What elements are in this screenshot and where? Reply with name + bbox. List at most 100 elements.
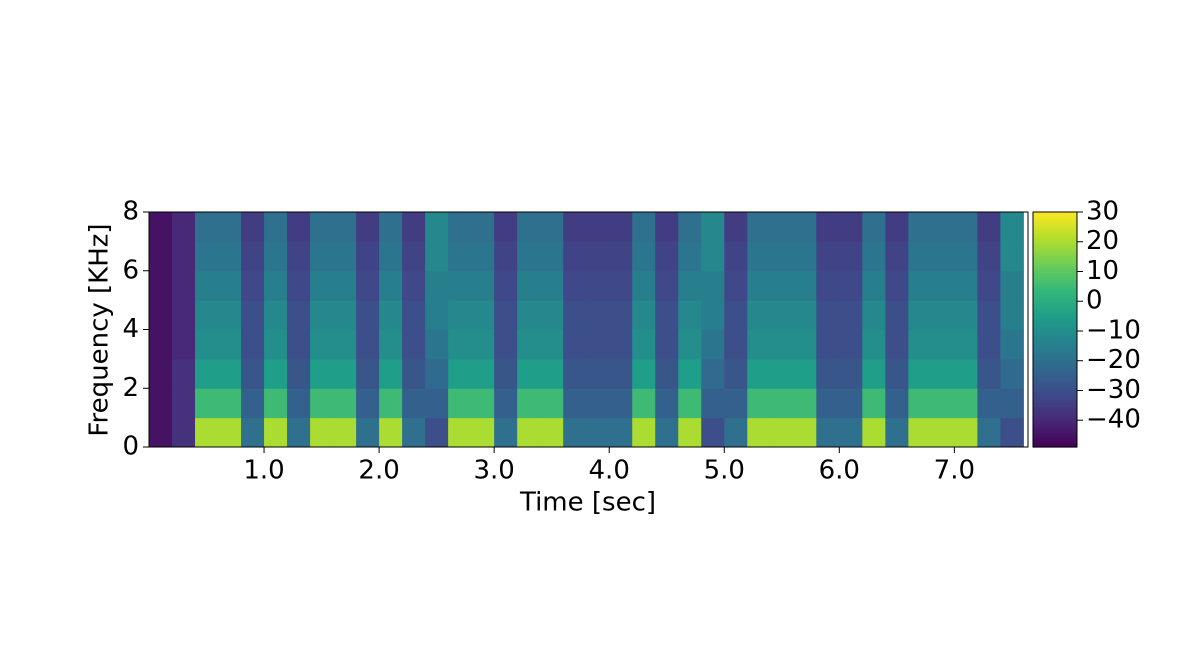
heatmap-cell <box>816 358 840 389</box>
heatmap-cell <box>862 212 886 242</box>
heatmap-cell <box>402 212 426 242</box>
heatmap-cell <box>287 300 311 330</box>
heatmap-cell <box>632 212 656 242</box>
heatmap-cell <box>172 300 196 330</box>
heatmap-cell <box>425 417 449 448</box>
heatmap-cell <box>678 329 702 360</box>
heatmap-cell <box>172 417 196 448</box>
heatmap-cell <box>839 270 863 301</box>
colorbar-tick-label: 30 <box>1086 197 1119 227</box>
heatmap-cell <box>540 329 564 360</box>
heatmap-cell <box>816 329 840 360</box>
heatmap-cell <box>517 417 541 448</box>
heatmap-cell <box>241 388 265 419</box>
heatmap-cell <box>793 270 817 301</box>
colorbar-segment <box>1033 430 1077 434</box>
heatmap-cell <box>977 241 1001 272</box>
colorbar-segment <box>1033 374 1077 378</box>
colorbar-segment <box>1033 331 1077 335</box>
heatmap-cell <box>1000 417 1024 448</box>
colorbar-segment <box>1033 397 1077 401</box>
colorbar-segment <box>1033 303 1077 307</box>
colorbar-segment <box>1033 310 1077 314</box>
heatmap-cell <box>517 270 541 301</box>
heatmap-cell <box>609 329 633 360</box>
heatmap-cell <box>471 388 495 419</box>
colorbar-segment <box>1033 320 1077 324</box>
colorbar-segment <box>1033 219 1077 222</box>
colorbar-segment <box>1033 308 1077 312</box>
heatmap-cell <box>333 417 357 448</box>
heatmap-cell <box>862 417 886 448</box>
heatmap-cell <box>655 300 679 330</box>
heatmap-cell <box>471 212 495 242</box>
colorbar-segment <box>1033 291 1077 295</box>
heatmap-cell <box>770 388 794 419</box>
heatmap-cell <box>954 241 978 272</box>
heatmap-cell <box>655 212 679 242</box>
heatmap-cell <box>609 417 633 448</box>
heatmap-cell <box>908 270 932 301</box>
heatmap-cell <box>862 388 886 419</box>
heatmap-cell <box>310 212 334 242</box>
colorbar-segment <box>1033 350 1077 354</box>
colorbar-segment <box>1033 388 1077 392</box>
heatmap-cell <box>747 358 771 389</box>
heatmap-cell <box>724 388 748 419</box>
heatmap-cell <box>287 270 311 301</box>
heatmap-cell <box>287 417 311 448</box>
heatmap-cell <box>264 241 288 272</box>
heatmap-cell <box>494 388 518 419</box>
colorbar-segment <box>1033 306 1077 309</box>
colorbar-segment <box>1033 275 1077 279</box>
colorbar-segment <box>1033 378 1077 382</box>
heatmap-cell <box>839 300 863 330</box>
colorbar-tick-label: −40 <box>1086 405 1141 435</box>
heatmap-cell <box>471 417 495 448</box>
heatmap-cell <box>885 388 909 419</box>
heatmap-cell <box>931 241 955 272</box>
heatmap-cell <box>218 241 242 272</box>
colorbar-segment <box>1033 263 1077 267</box>
heatmap-cell <box>494 358 518 389</box>
colorbar-segment <box>1033 381 1077 385</box>
heatmap-cell <box>931 358 955 389</box>
heatmap-cell <box>954 300 978 330</box>
colorbar-segment <box>1033 432 1077 436</box>
heatmap-cell <box>885 417 909 448</box>
heatmap-cell <box>678 388 702 419</box>
heatmap-cell <box>977 417 1001 448</box>
colorbar-segment <box>1033 367 1077 371</box>
heatmap-cell <box>448 388 472 419</box>
colorbar-segment <box>1033 273 1077 277</box>
heatmap-cell <box>494 329 518 360</box>
heatmap-cell <box>425 329 449 360</box>
heatmap-cell <box>149 241 173 272</box>
heatmap-cell <box>310 358 334 389</box>
heatmap-cell <box>908 388 932 419</box>
colorbar-segment <box>1033 409 1077 413</box>
heatmap-cell <box>632 300 656 330</box>
heatmap-cell <box>954 417 978 448</box>
heatmap-cell <box>816 270 840 301</box>
colorbar-tick-label: −30 <box>1086 375 1141 405</box>
heatmap-cell <box>678 270 702 301</box>
heatmap-cell <box>908 241 932 272</box>
heatmap-cell <box>862 270 886 301</box>
heatmap-cell <box>701 241 725 272</box>
heatmap-cell <box>724 300 748 330</box>
heatmap-cell <box>747 270 771 301</box>
heatmap-cell <box>655 388 679 419</box>
colorbar-segment <box>1033 282 1077 286</box>
heatmap-cell <box>402 300 426 330</box>
heatmap-cell <box>655 417 679 448</box>
colorbar-segment <box>1033 324 1077 328</box>
colorbar-segment <box>1033 277 1077 281</box>
heatmap-cell <box>333 212 357 242</box>
heatmap-cell <box>379 270 403 301</box>
heatmap-cell <box>149 358 173 389</box>
heatmap-cell <box>632 417 656 448</box>
colorbar-segment <box>1033 362 1077 366</box>
heatmap-cell <box>586 388 610 419</box>
